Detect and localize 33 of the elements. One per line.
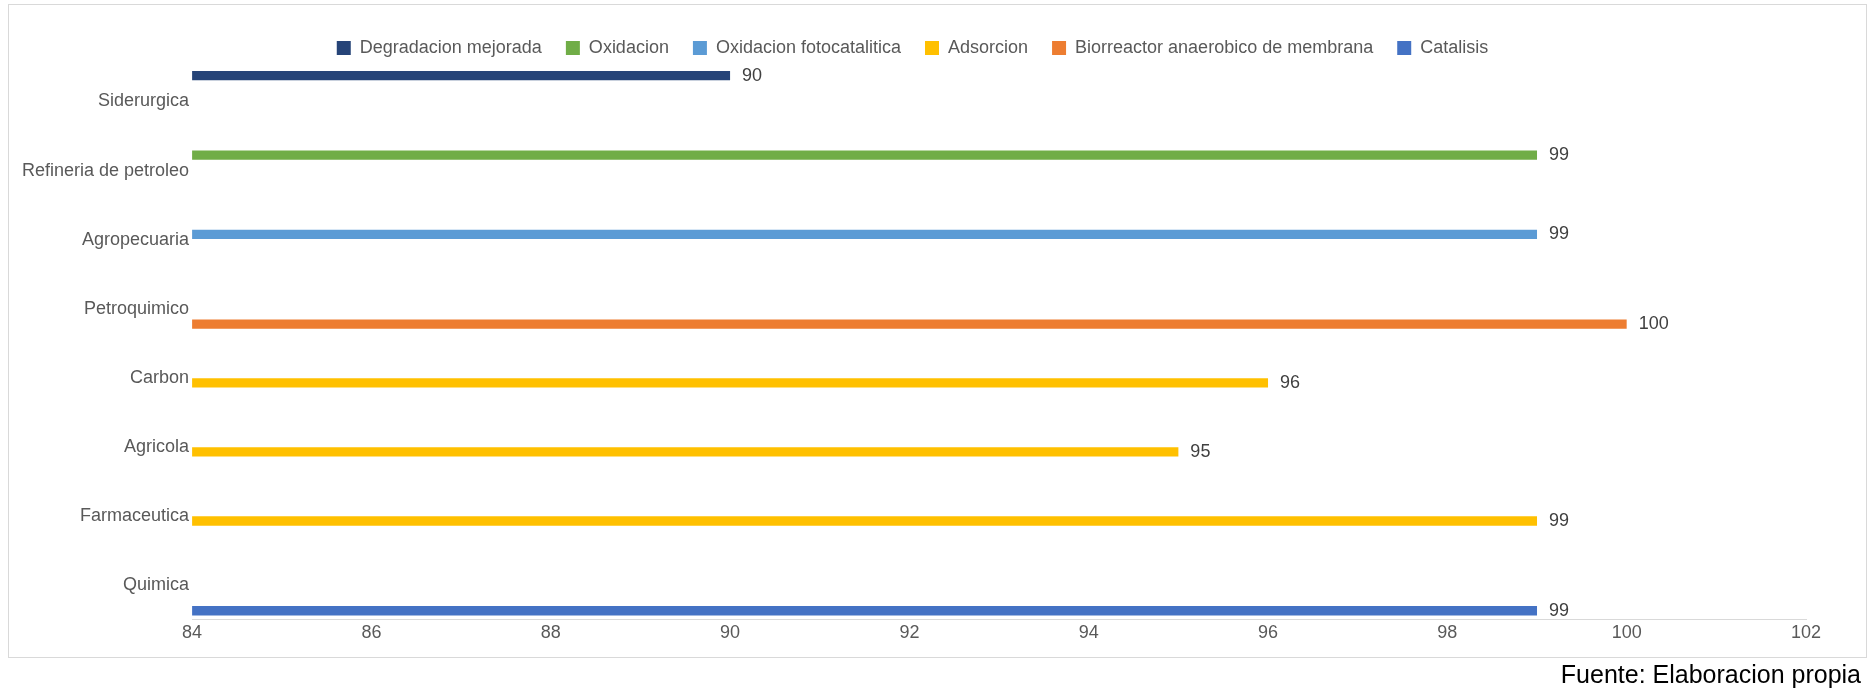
x-tick-label: 90 xyxy=(720,622,741,643)
data-label: 99 xyxy=(1549,599,1570,620)
x-tick-label: 98 xyxy=(1437,622,1458,643)
legend-label: Catalisis xyxy=(1420,36,1489,57)
legend-label: Adsorcion xyxy=(948,36,1029,57)
y-tick-label: Siderurgica xyxy=(98,90,191,111)
legend-label: Oxidacion xyxy=(588,36,669,57)
data-label: 99 xyxy=(1549,509,1570,530)
data-label: 99 xyxy=(1549,223,1570,244)
data-label: 96 xyxy=(1280,371,1301,392)
legend-label: Degradacion mejorada xyxy=(359,36,543,57)
data-label: 99 xyxy=(1549,144,1570,165)
x-tick-label: 100 xyxy=(1611,622,1642,643)
x-tick-label: 92 xyxy=(899,622,920,643)
y-tick-label: Carbon xyxy=(130,366,190,387)
x-tick-label: 86 xyxy=(361,622,382,643)
x-tick-label: 88 xyxy=(540,622,561,643)
legend-label: Oxidacion fotocatalitica xyxy=(715,36,902,57)
y-tick-label: Petroquimico xyxy=(84,297,190,318)
data-label: 100 xyxy=(1638,313,1669,334)
x-tick-label: 84 xyxy=(182,622,203,643)
data-label: 90 xyxy=(742,64,763,85)
y-tick-label: Agropecuaria xyxy=(82,228,191,249)
source-note: Fuente: Elaboracion propia xyxy=(1560,660,1861,689)
y-tick-label: Quimica xyxy=(123,573,191,594)
data-label: 95 xyxy=(1190,440,1211,461)
y-tick-label: Refineria de petroleo xyxy=(22,159,190,180)
x-tick-label: 96 xyxy=(1258,622,1279,643)
x-tick-label: 94 xyxy=(1078,622,1099,643)
y-tick-label: Farmaceutica xyxy=(80,504,191,525)
legend-label: Biorreactor anaerobico de membrana xyxy=(1075,36,1375,57)
x-tick-label: 102 xyxy=(1790,622,1822,643)
y-tick-label: Agricola xyxy=(124,435,191,456)
